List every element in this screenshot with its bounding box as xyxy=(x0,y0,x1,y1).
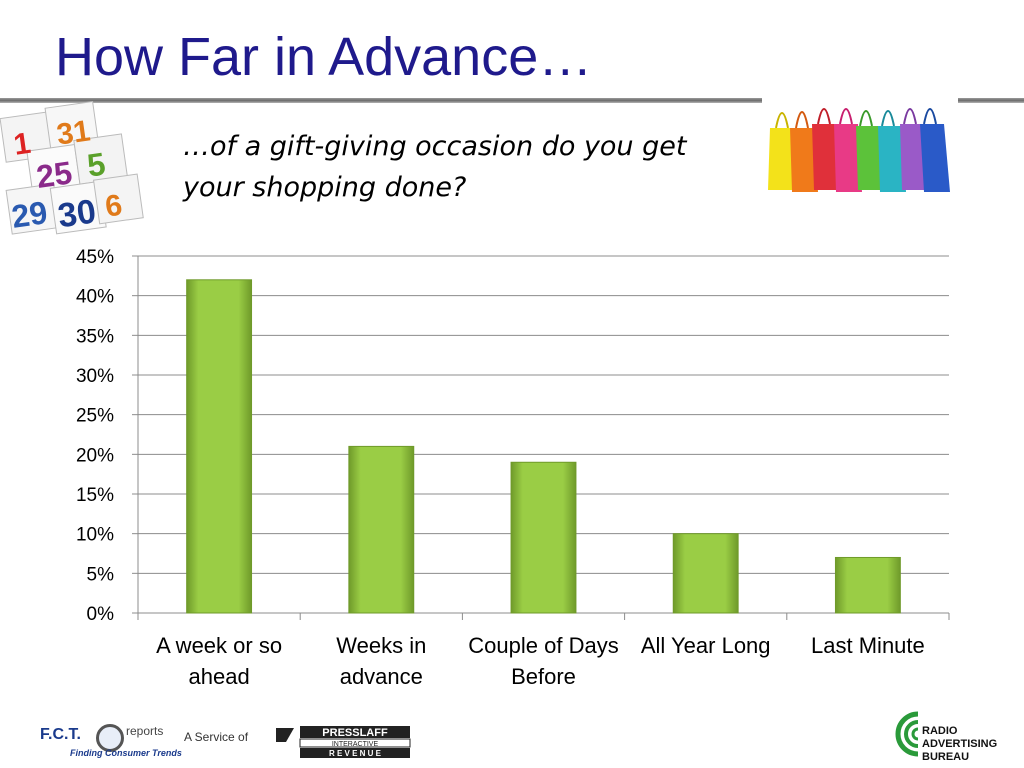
title-divider xyxy=(0,98,1024,103)
subtitle-line-1: …of a gift-giving occasion do you get xyxy=(183,131,687,162)
presslaff-line-2: INTERACTIVE xyxy=(332,741,379,748)
svg-text:30: 30 xyxy=(56,192,99,235)
svg-text:29: 29 xyxy=(9,194,49,235)
calendar-pages-icon: 1 31 25 5 29 30 6 xyxy=(0,101,144,235)
bar xyxy=(510,461,577,614)
slide-title: How Far in Advance… xyxy=(55,27,593,87)
subtitle-line-2: your shopping done? xyxy=(183,172,467,203)
svg-text:25: 25 xyxy=(34,154,74,195)
fct-logo-name: F.C.T. xyxy=(40,726,81,743)
rab-line-2: ADVERTISING xyxy=(922,738,997,750)
radio-advertising-bureau-logo: RADIO ADVERTISING BUREAU xyxy=(895,711,997,763)
bar xyxy=(834,556,901,614)
x-category-label: Before xyxy=(511,664,576,689)
y-tick-label: 20% xyxy=(76,445,114,466)
shopping-bags-icon xyxy=(762,94,958,212)
presslaff-line-1: PRESSLAFF xyxy=(322,727,388,739)
x-category-label: Couple of Days xyxy=(468,633,618,658)
service-of-text: A Service of xyxy=(184,730,249,744)
fct-reports-logo: F.C.T. reports Finding Consumer Trends xyxy=(40,724,182,760)
fct-logo-reports: reports xyxy=(126,724,164,738)
svg-text:5: 5 xyxy=(85,146,108,184)
rab-line-3: BUREAU xyxy=(922,751,969,763)
rab-line-1: RADIO xyxy=(922,725,958,737)
fct-logo-tagline: Finding Consumer Trends xyxy=(70,748,182,758)
presslaff-line-3: R E V E N U E xyxy=(329,749,382,758)
x-category-label: advance xyxy=(340,664,423,689)
bar xyxy=(672,533,739,614)
x-category-label: A week or so xyxy=(156,633,282,658)
bar-chart: 0% 5% 10% 15% 20% 25% 30% 35% 40% 45% A week or so… xyxy=(76,247,950,689)
y-tick-label: 35% xyxy=(76,326,114,347)
magnifier-icon xyxy=(96,724,124,752)
y-tick-label: 30% xyxy=(76,366,114,387)
x-category-label: Weeks in xyxy=(336,633,426,658)
y-tick-label: 25% xyxy=(76,406,114,427)
svg-text:31: 31 xyxy=(55,114,93,151)
bar xyxy=(186,279,253,614)
y-tick-label: 0% xyxy=(87,604,115,625)
bar xyxy=(348,445,415,614)
y-tick-label: 40% xyxy=(76,287,114,308)
y-tick-label: 15% xyxy=(76,485,114,506)
x-category-label: Last Minute xyxy=(811,633,925,658)
y-tick-label: 10% xyxy=(76,525,114,546)
presslaff-interactive-revenue-logo: PRESSLAFF INTERACTIVE R E V E N U E xyxy=(276,726,411,758)
x-category-label: ahead xyxy=(189,664,250,689)
chart-subtitle: …of a gift-giving occasion do you get yo… xyxy=(183,126,743,208)
x-category-label: All Year Long xyxy=(641,633,771,658)
svg-text:6: 6 xyxy=(103,189,124,224)
y-tick-label: 5% xyxy=(87,564,115,585)
svg-text:1: 1 xyxy=(12,127,33,162)
footer: F.C.T. reports Finding Consumer Trends A… xyxy=(0,700,1024,768)
y-tick-label: 45% xyxy=(76,247,114,268)
